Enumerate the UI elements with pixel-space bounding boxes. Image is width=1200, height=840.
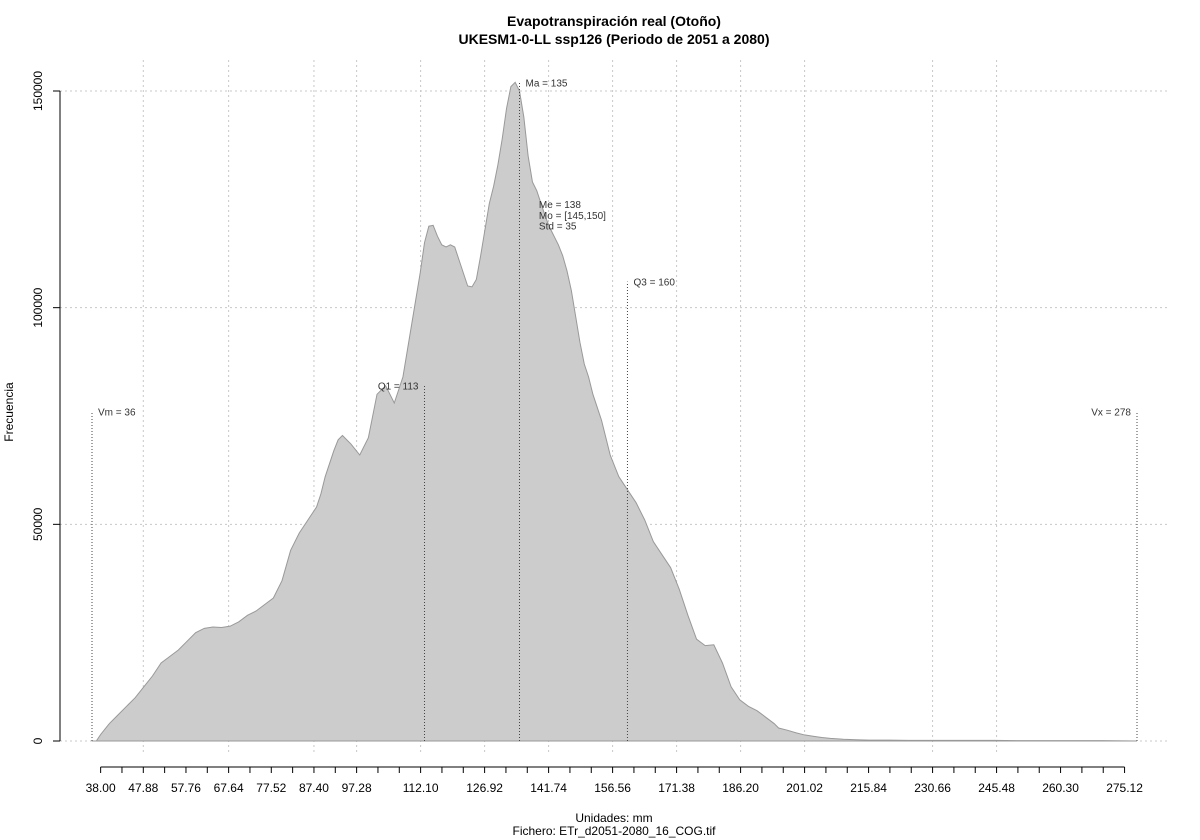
stats-label: Std = 35	[539, 222, 577, 233]
x-tick-label: 186.20	[722, 781, 759, 795]
x-tick-label: 156.56	[594, 781, 631, 795]
x-tick-label: 245.48	[978, 781, 1015, 795]
x-axis-label: Unidades: mm	[575, 811, 652, 825]
marker-label: Vm = 36	[98, 408, 136, 419]
y-tick-label: 50000	[31, 507, 45, 541]
x-tick-label: 38.00	[86, 781, 116, 795]
x-tick-label: 57.76	[171, 781, 201, 795]
marker-label: Ma = 135	[526, 78, 568, 89]
x-tick-label: 112.10	[403, 781, 439, 795]
y-axis: 0 50000 100000 150000	[31, 71, 61, 744]
density-curve	[92, 81, 1138, 742]
x-tick-label: 201.02	[786, 781, 823, 795]
marker-label: Q3 = 160	[633, 278, 675, 289]
x-tick-label: 47.88	[128, 781, 158, 795]
chart-subtitle: UKESM1-0-LL ssp126 (Periodo de 2051 a 20…	[459, 31, 770, 47]
x-tick-label: 141.74	[530, 781, 567, 795]
file-caption: Fichero: ETr_d2051-2080_16_COG.tif	[513, 824, 717, 838]
x-tick-label: 97.28	[342, 781, 372, 795]
chart-title: Evapotranspiración real (Otoño)	[507, 13, 721, 29]
stats-label: Mo = [145,150]	[539, 211, 606, 222]
x-tick-label: 215.84	[850, 781, 887, 795]
y-tick-label: 150000	[31, 71, 45, 111]
x-tick-label: 77.52	[256, 781, 286, 795]
x-tick-label: 230.66	[914, 781, 951, 795]
y-tick-label: 100000	[31, 287, 45, 327]
x-tick-label: 67.64	[214, 781, 244, 795]
stats-label: Me = 138	[539, 200, 581, 211]
density-area	[92, 81, 1138, 742]
x-tick-label: 260.30	[1042, 781, 1079, 795]
marker-label: Vx = 278	[1091, 408, 1131, 419]
x-tick-label: 126.92	[466, 781, 503, 795]
x-axis: 38.00 47.88 57.76 67.64 77.52 87.40 97.28 112.1…	[86, 766, 1143, 795]
x-tick-label: 87.40	[299, 781, 329, 795]
stat-markers: Vm = 36 Q1 = 113 Ma = 135 Q3 = 160 Vx = 278 M…	[91, 78, 1138, 741]
y-axis-label: Frecuencia	[2, 382, 16, 442]
x-tick-label: 275.12	[1106, 781, 1143, 795]
x-tick-label: 171.38	[658, 781, 695, 795]
y-tick-label: 0	[31, 737, 45, 744]
marker-label: Q1 = 113	[378, 382, 419, 393]
